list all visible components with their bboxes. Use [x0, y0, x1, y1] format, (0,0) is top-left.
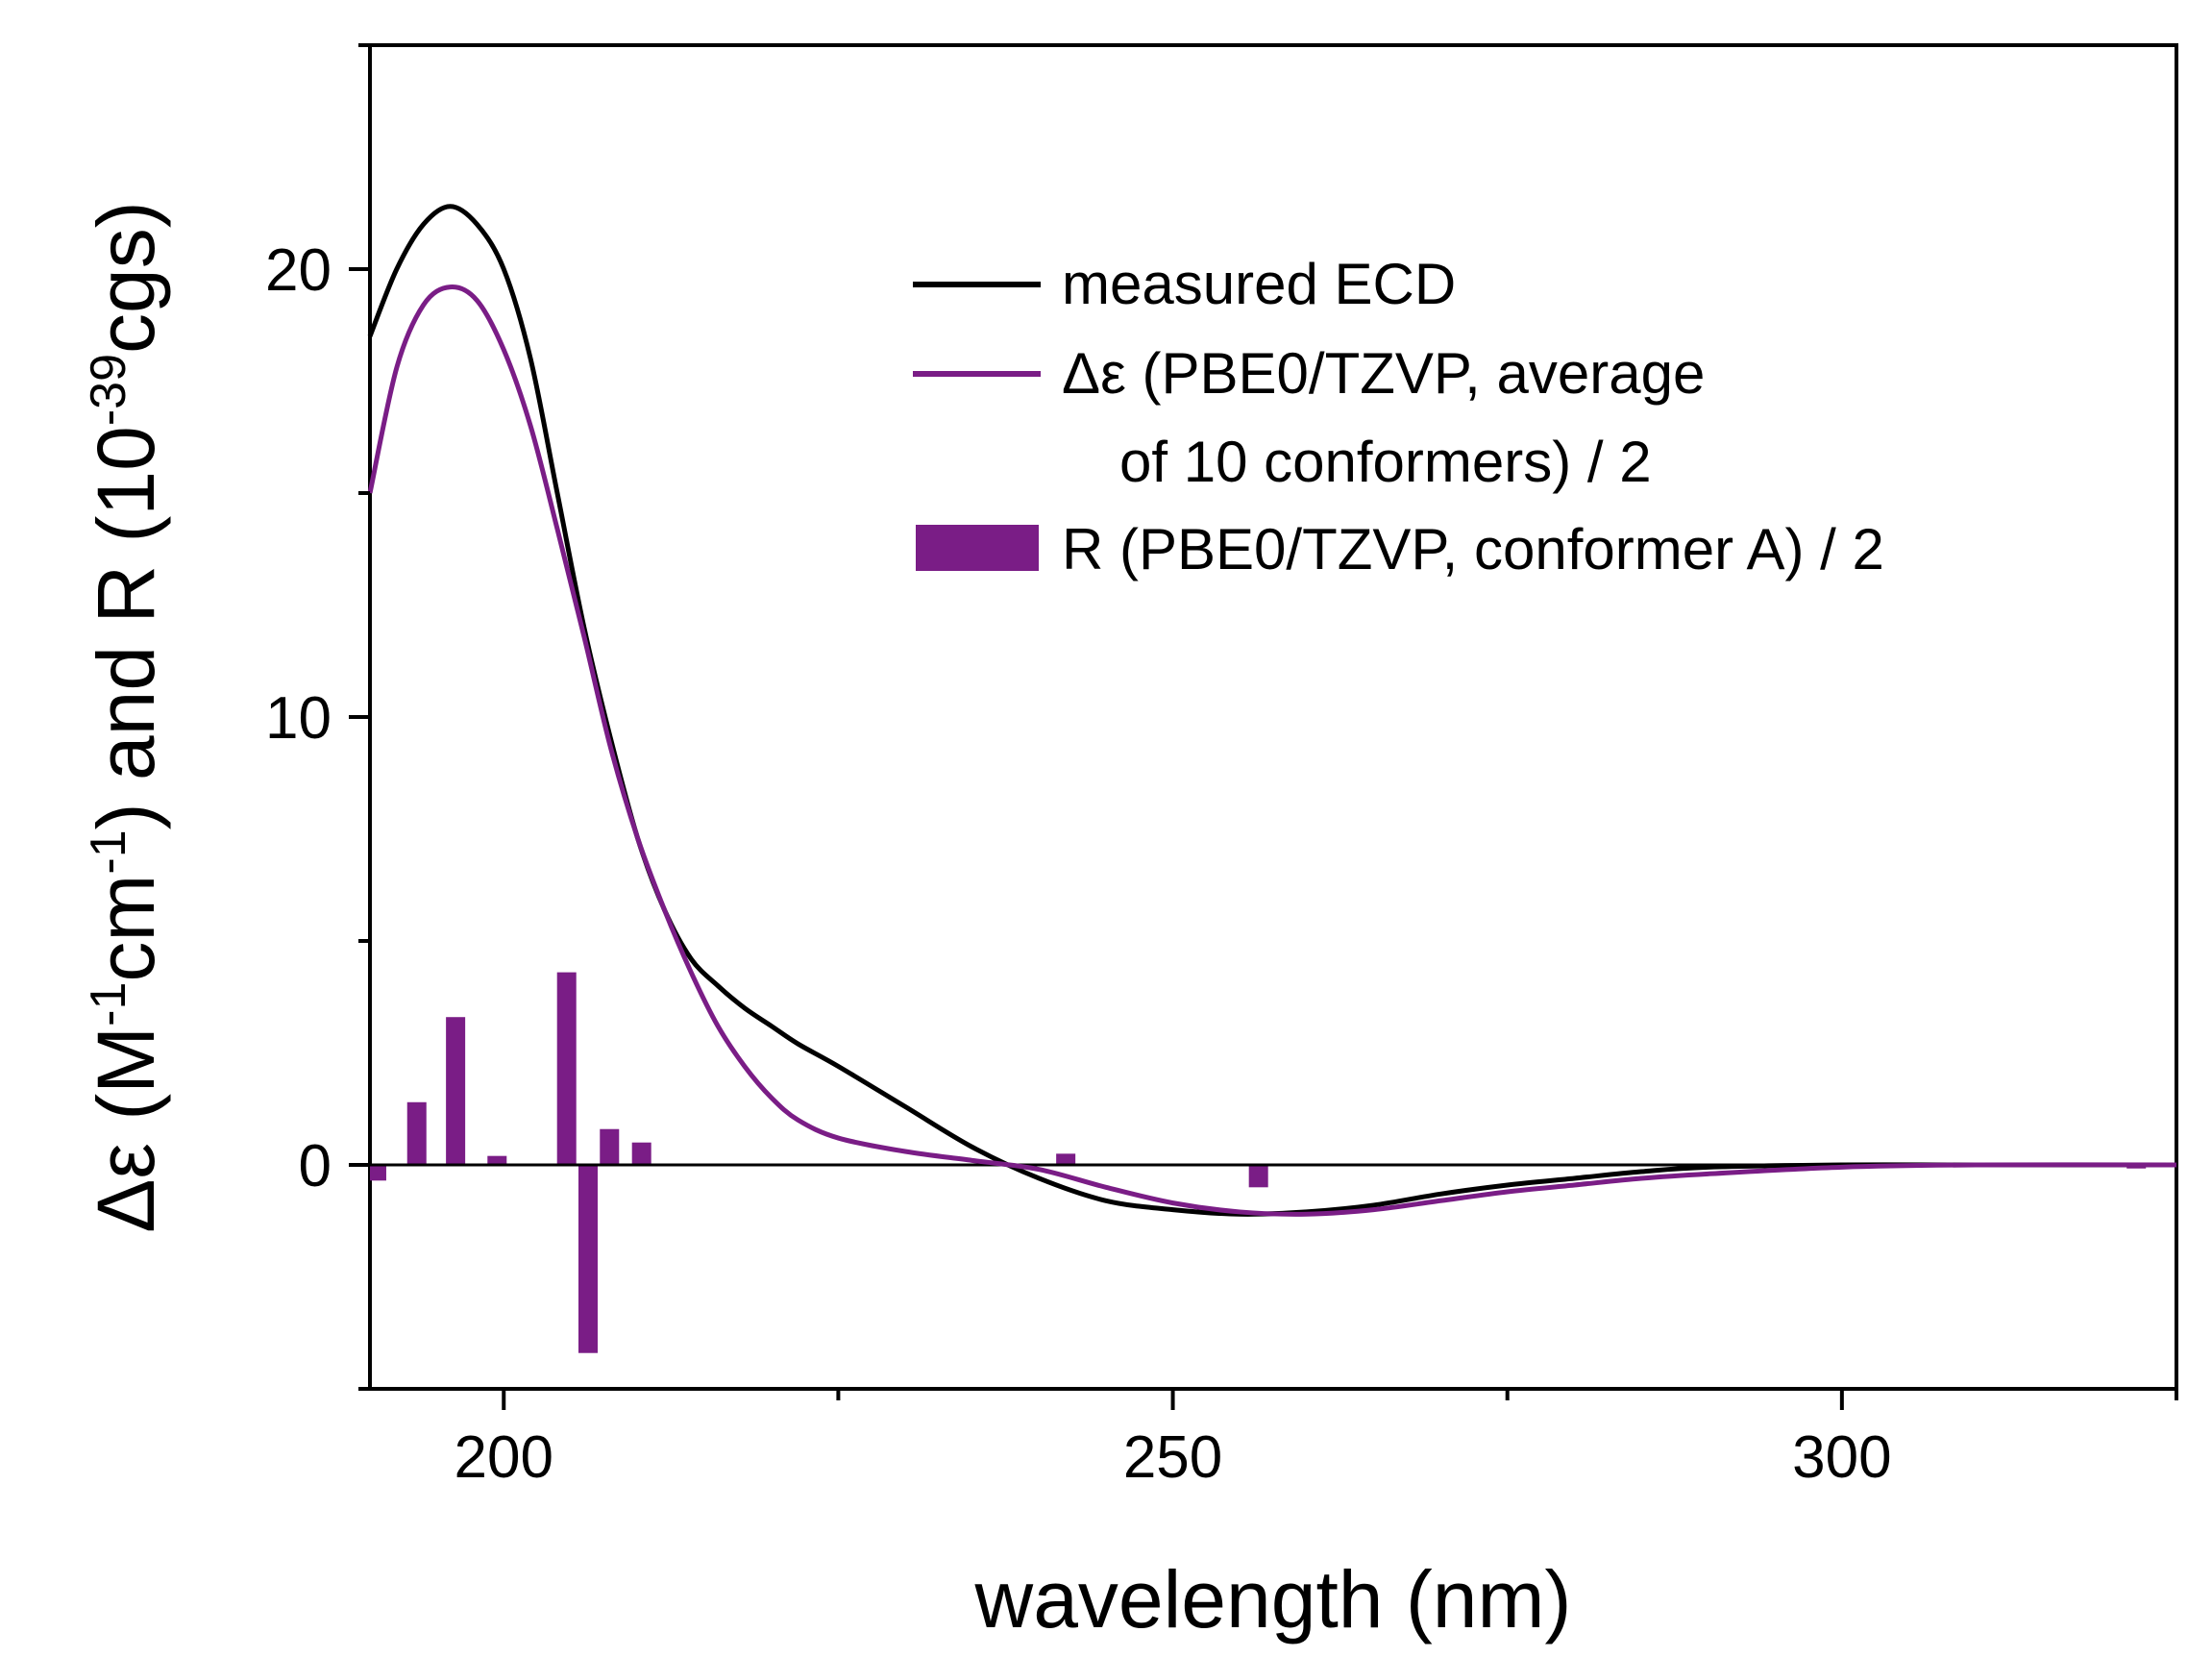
x-tick-label: 250 [1123, 1424, 1222, 1491]
rotatory-strength-bar [406, 1101, 427, 1165]
legend-swatch-bars [916, 525, 1039, 571]
legend-label-measured: measured ECD [1062, 252, 1456, 316]
legend: measured ECD Δε (PBE0/TZVP, average of 1… [913, 252, 1884, 581]
legend-label-bars: R (PBE0/TZVP, conformer A) / 2 [1062, 517, 1884, 581]
rotatory-strength-bar [1056, 1153, 1076, 1165]
y-axis-title: Δε (M-1cm-1) and R (10-39cgs) [81, 201, 171, 1232]
rotatory-strength-bar [446, 1017, 466, 1165]
y-tick-label: 0 [299, 1133, 332, 1199]
rotatory-strength-bar [487, 1155, 507, 1165]
y-axis-title-exp-1: -1 [81, 982, 136, 1026]
y-axis-title-part-2: cm [81, 875, 171, 982]
legend-label-calculated-line2: of 10 conformers) / 2 [1119, 430, 1652, 494]
rotatory-strength-bar [600, 1128, 620, 1165]
axis-ticks [349, 43, 2178, 1410]
measured-ecd-line [367, 204, 2176, 1217]
rotatory-strength-bar [1248, 1165, 1268, 1188]
y-axis-title-part-1: Δε (M [81, 1026, 171, 1233]
y-tick-label: 10 [265, 685, 332, 752]
rotatory-strength-bar [631, 1142, 651, 1165]
y-axis-title-exp-3: -39 [81, 354, 136, 426]
plot-frame [368, 43, 2178, 1391]
x-tick-label: 300 [1792, 1424, 1891, 1491]
x-tick-label: 200 [455, 1424, 553, 1491]
spectra-lines [367, 204, 2177, 1217]
rotatory-strength-bars [370, 972, 2147, 1353]
calculated-ecd-line [367, 284, 2177, 1217]
y-axis-title-part-4: cgs) [81, 201, 171, 354]
y-axis-title-exp-2: -1 [81, 829, 136, 874]
rotatory-strength-bar [556, 972, 577, 1165]
x-axis-title: wavelength (nm) [974, 1554, 1572, 1645]
rotatory-strength-bar [578, 1165, 598, 1353]
rotatory-strength-bar [370, 1165, 386, 1181]
y-axis-title-part-3: ) and R (10 [81, 426, 171, 829]
plot-area [367, 43, 2178, 1391]
axis-tick-labels: 200 250 300 0 10 20 [265, 237, 1892, 1491]
legend-label-calculated: Δε (PBE0/TZVP, average [1062, 341, 1705, 406]
y-tick-label: 20 [265, 237, 332, 304]
